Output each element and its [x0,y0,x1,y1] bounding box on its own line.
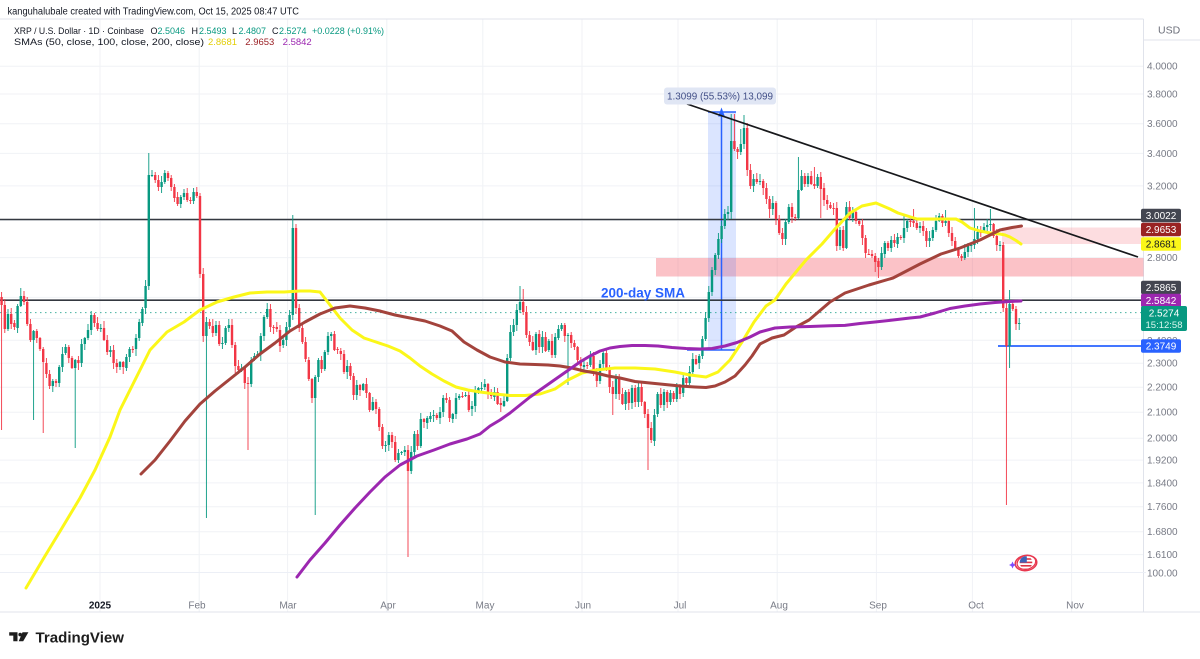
svg-text:3.4000: 3.4000 [1147,149,1178,160]
svg-text:200-day SMA: 200-day SMA [601,286,685,301]
svg-text:2.3749: 2.3749 [1146,342,1177,353]
svg-text:3.0022: 3.0022 [1146,211,1177,222]
svg-text:L: L [232,26,237,36]
svg-text:4.0000: 4.0000 [1147,62,1178,73]
svg-text:2.8681: 2.8681 [208,37,237,47]
svg-text:2.5274: 2.5274 [279,26,307,36]
svg-text:+0.0228 (+0.91%): +0.0228 (+0.91%) [312,26,384,36]
svg-text:2.8681: 2.8681 [1146,240,1177,251]
svg-text:2.5865: 2.5865 [1146,283,1177,294]
svg-text:Oct: Oct [968,601,984,612]
svg-text:2.5274: 2.5274 [1149,309,1180,320]
svg-text:USD: USD [1158,25,1181,37]
svg-text:2.5842: 2.5842 [1146,296,1177,307]
svg-text:2.2000: 2.2000 [1147,383,1178,394]
svg-text:1.6800: 1.6800 [1147,527,1178,538]
svg-text:2.5842: 2.5842 [283,37,312,47]
svg-text:1.8400: 1.8400 [1147,478,1178,489]
svg-text:XRP / U.S. Dollar · 1D · Coinb: XRP / U.S. Dollar · 1D · Coinbase [14,26,144,36]
svg-text:1.3099 (55.53%) 13,099: 1.3099 (55.53%) 13,099 [667,92,773,103]
svg-text:1.9200: 1.9200 [1147,456,1178,467]
svg-text:2.4807: 2.4807 [239,26,267,36]
svg-text:C: C [272,26,279,36]
svg-text:H: H [192,26,199,36]
svg-text:2.9653: 2.9653 [1146,225,1177,236]
svg-text:O: O [151,26,158,36]
svg-text:1.6100: 1.6100 [1147,550,1178,561]
svg-text:3.8000: 3.8000 [1147,90,1178,101]
svg-text:Sep: Sep [869,601,887,612]
svg-text:2.5046: 2.5046 [158,26,186,36]
svg-text:SMAs (50, close, 100, close, 2: SMAs (50, close, 100, close, 200, close) [14,37,204,47]
svg-text:Jul: Jul [674,601,687,612]
svg-text:Feb: Feb [188,601,206,612]
svg-text:2.8000: 2.8000 [1147,253,1178,264]
svg-text:3.6000: 3.6000 [1147,119,1178,130]
svg-text:2.5493: 2.5493 [199,26,227,36]
svg-text:May: May [476,601,495,612]
svg-text:2.0000: 2.0000 [1147,434,1178,445]
svg-text:kanguhalubale created with Tra: kanguhalubale created with TradingView.c… [8,7,300,18]
svg-text:Apr: Apr [380,601,396,612]
svg-text:1.7600: 1.7600 [1147,502,1178,513]
svg-text:Nov: Nov [1066,601,1084,612]
svg-text:15:12:58: 15:12:58 [1146,320,1183,331]
svg-text:3.2000: 3.2000 [1147,181,1178,192]
svg-text:2.9653: 2.9653 [245,37,274,47]
svg-text:2.3000: 2.3000 [1147,359,1178,370]
svg-text:Mar: Mar [279,601,297,612]
svg-text:Jun: Jun [575,601,591,612]
svg-text:2.1000: 2.1000 [1147,408,1178,419]
svg-text:Aug: Aug [770,601,788,612]
svg-text:100.00: 100.00 [1147,569,1178,580]
svg-text:2025: 2025 [89,601,112,612]
svg-text:TradingView: TradingView [36,631,125,647]
